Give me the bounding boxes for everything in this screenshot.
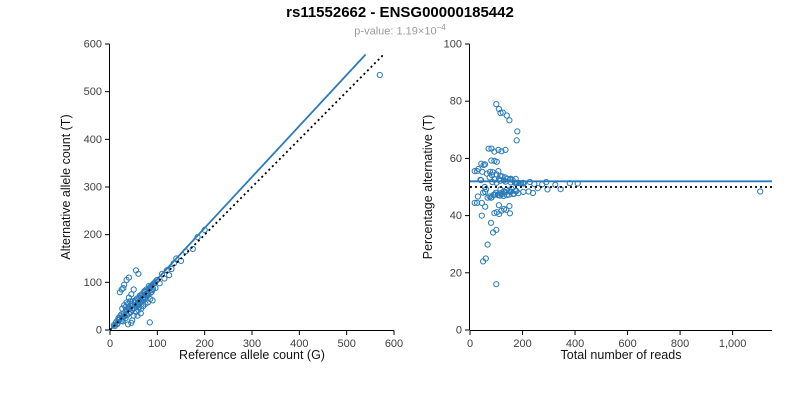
scatter-points xyxy=(110,71,383,330)
svg-text:200: 200 xyxy=(513,338,531,350)
svg-text:20: 20 xyxy=(450,267,462,279)
svg-text:100: 100 xyxy=(444,39,462,51)
svg-text:600: 600 xyxy=(84,39,102,51)
svg-text:800: 800 xyxy=(671,338,689,350)
axes xyxy=(105,43,395,335)
pvalue-prefix: p-value: xyxy=(354,25,397,38)
x-axis-label-right: Total number of reads xyxy=(560,348,682,362)
svg-text:400: 400 xyxy=(566,338,584,350)
x-axis-label-left: Reference allele count (G) xyxy=(179,348,325,362)
svg-text:0: 0 xyxy=(107,338,113,350)
scatter-points xyxy=(471,101,764,288)
pvalue-exponent: −4 xyxy=(436,23,446,32)
svg-text:200: 200 xyxy=(195,338,213,350)
svg-text:100: 100 xyxy=(148,338,166,350)
left-scatter-plot: 0 100 200 300 400 500 600 0 100 200 300 400 500 600 xyxy=(84,39,404,351)
svg-text:40: 40 xyxy=(450,210,462,222)
svg-text:80: 80 xyxy=(450,96,462,108)
svg-text:1,000: 1,000 xyxy=(719,338,747,350)
svg-text:300: 300 xyxy=(243,338,261,350)
tick-labels: 0 200 400 600 800 1,000 0 20 40 60 80 100 xyxy=(444,39,747,351)
axes xyxy=(465,43,772,335)
svg-text:300: 300 xyxy=(84,182,102,194)
svg-text:60: 60 xyxy=(450,153,462,165)
svg-text:0: 0 xyxy=(456,325,462,337)
svg-text:600: 600 xyxy=(618,338,636,350)
pvalue-mantissa: 1.19×10 xyxy=(396,25,437,38)
svg-text:400: 400 xyxy=(290,338,308,350)
svg-text:100: 100 xyxy=(84,277,102,289)
pvalue-subtitle: p-value: 1.19×10−4 xyxy=(0,23,800,38)
fit-line xyxy=(109,53,367,331)
svg-text:200: 200 xyxy=(84,229,102,241)
tick-labels: 0 100 200 300 400 500 600 0 100 200 300 400 500 600 xyxy=(84,39,404,351)
svg-text:0: 0 xyxy=(467,338,473,350)
svg-text:400: 400 xyxy=(84,134,102,146)
page-title: rs11552662 - ENSG00000185442 xyxy=(286,4,514,21)
right-scatter-plot: 0 200 400 600 800 1,000 0 20 40 60 80 100 xyxy=(444,39,772,351)
y-axis-label-right: Percentage alternative (T) xyxy=(421,114,435,260)
svg-text:500: 500 xyxy=(84,86,102,98)
svg-text:500: 500 xyxy=(337,338,355,350)
svg-text:600: 600 xyxy=(385,338,403,350)
svg-text:0: 0 xyxy=(96,325,102,337)
y-axis-label-left: Alternative allele count (T) xyxy=(59,114,73,260)
